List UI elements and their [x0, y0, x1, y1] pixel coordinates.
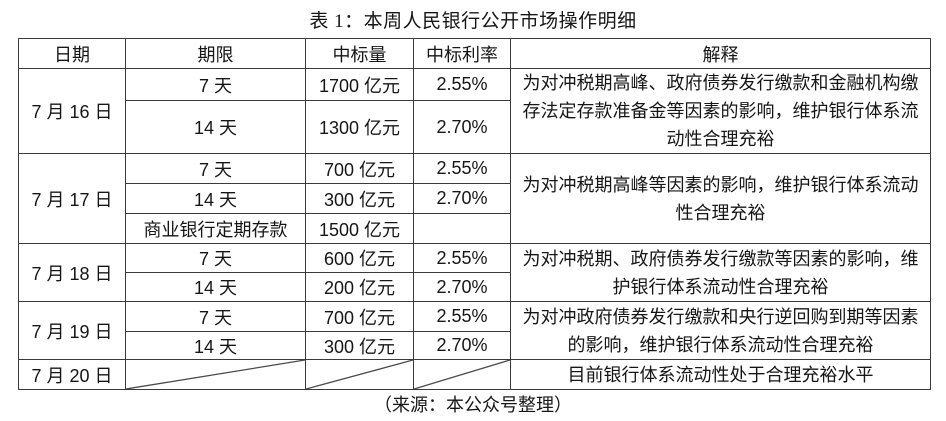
rate-cell: 2.70%: [413, 183, 511, 214]
table-row: 7 月 18 日 7 天 600 亿元 2.55% 为对冲税期、政府债券发行缴款…: [18, 243, 931, 302]
term-cell: 商业银行定期存款: [125, 213, 306, 244]
volume-cell: 1300 亿元: [305, 100, 414, 154]
diagonal-line: [414, 360, 510, 389]
date-cell: 7 月 17 日: [18, 153, 126, 244]
term-cell: 14 天: [125, 331, 306, 360]
term-cell: 7 天: [125, 243, 306, 273]
diagonal-cell-volume: [305, 359, 414, 390]
volume-cell: 200 亿元: [305, 272, 414, 302]
term-cell: 7 天: [125, 153, 306, 184]
col-header-explanation: 解释: [510, 38, 931, 69]
explanation-cell: 目前银行体系流动性处于合理充裕水平: [510, 359, 931, 390]
date-cell: 7 月 20 日: [18, 359, 126, 390]
omo-table: 日期 期限 中标量 中标利率 解释 7 月 16 日 7 天 1700 亿元 2…: [18, 38, 931, 390]
diagonal-line: [306, 360, 413, 389]
term-cell: 7 天: [125, 68, 306, 101]
col-header-date: 日期: [18, 38, 126, 69]
table-row: 7 月 17 日 7 天 700 亿元 2.55% 为对冲税期高峰等因素的影响，…: [18, 153, 931, 244]
rate-cell: 2.70%: [413, 100, 511, 154]
table-row: 7 月 19 日 7 天 700 亿元 2.55% 为对冲政府债券发行缴款和央行…: [18, 301, 931, 360]
table-row: 14 天 1300 亿元 2.70%: [19, 100, 931, 154]
explanation-cell: 为对冲税期高峰等因素的影响，维护银行体系流动性合理充裕: [510, 153, 931, 244]
col-header-volume: 中标量: [305, 38, 414, 69]
diagonal-cell-term: [125, 359, 306, 390]
diagonal-cell-rate: [413, 359, 511, 390]
rate-cell: 2.70%: [413, 272, 511, 302]
col-header-term: 期限: [125, 38, 306, 69]
volume-cell: 700 亿元: [305, 301, 414, 332]
source-note: （来源：本公众号整理）: [374, 395, 572, 415]
diagonal-line: [126, 360, 305, 389]
table-row: 商业银行定期存款 1500 亿元: [19, 213, 931, 244]
volume-cell: 300 亿元: [305, 331, 414, 360]
rate-cell: 2.55%: [413, 301, 511, 332]
term-cell: 7 天: [125, 301, 306, 332]
date-cell: 7 月 18 日: [18, 243, 126, 302]
rate-cell: 2.55%: [413, 243, 511, 273]
rate-cell: [413, 213, 511, 244]
term-cell: 14 天: [125, 272, 306, 302]
volume-cell: 700 亿元: [305, 153, 414, 184]
table-row: 7 月 16 日 7 天 1700 亿元 2.55% 为对冲税期高峰、政府债券发…: [18, 68, 931, 154]
date-cell: 7 月 19 日: [18, 301, 126, 360]
volume-cell: 1700 亿元: [305, 68, 414, 101]
page-title: 表 1：本周人民银行公开市场操作明细: [309, 11, 637, 32]
table-row: 14 天 200 亿元 2.70%: [19, 272, 931, 302]
col-header-rate: 中标利率: [413, 38, 511, 69]
volume-cell: 1500 亿元: [305, 213, 414, 244]
table-row: 7 月 20 日 目前银行体系流动性处于合理充裕水平: [18, 359, 931, 390]
term-cell: 14 天: [125, 100, 306, 154]
table-row: 14 天 300 亿元 2.70%: [19, 183, 931, 214]
volume-cell: 600 亿元: [305, 243, 414, 273]
header-row: 日期 期限 中标量 中标利率 解释: [18, 38, 931, 69]
term-cell: 14 天: [125, 183, 306, 214]
volume-cell: 300 亿元: [305, 183, 414, 214]
rate-cell: 2.55%: [413, 153, 511, 184]
explanation-cell: 为对冲税期高峰、政府债券发行缴款和金融机构缴存法定存款准备金等因素的影响，维护银…: [510, 68, 931, 154]
explanation-cell: 为对冲政府债券发行缴款和央行逆回购到期等因素的影响，维护银行体系流动性合理充裕: [510, 301, 931, 360]
date-cell: 7 月 16 日: [18, 68, 126, 154]
explanation-cell: 为对冲税期、政府债券发行缴款等因素的影响，维护银行体系流动性合理充裕: [510, 243, 931, 302]
rate-cell: 2.70%: [413, 331, 511, 360]
table-row: 14 天 300 亿元 2.70%: [19, 331, 931, 360]
rate-cell: 2.55%: [413, 68, 511, 101]
